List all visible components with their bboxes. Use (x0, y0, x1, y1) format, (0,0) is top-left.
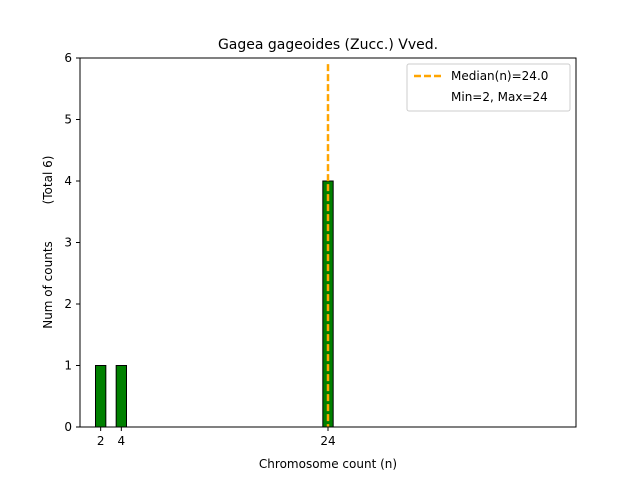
bar-2 (95, 365, 107, 428)
bar-4 (115, 365, 127, 428)
legend-box (406, 63, 571, 112)
y-tick-label-4: 4 (64, 174, 72, 188)
legend-median-label: Median(n)=24.0 (451, 69, 548, 83)
bars-group (90, 180, 339, 428)
y-tick-label-1: 1 (64, 359, 72, 373)
x-tick-label-4: 4 (118, 434, 126, 448)
legend-minmax-label: Min=2, Max=24 (451, 90, 548, 104)
y-tick-label-6: 6 (64, 51, 72, 65)
y-axis-total-label: (Total 6) (41, 156, 55, 205)
y-tick-label-5: 5 (64, 113, 72, 127)
y-tick-label-0: 0 (64, 420, 72, 434)
chart-title: Gagea gageoides (Zucc.) Vved. (218, 37, 438, 53)
legend: Median(n)=24.0 Min=2, Max=24 (406, 63, 571, 112)
y-axis: 0 1 2 3 4 5 6 (64, 51, 80, 434)
x-tick-label-2: 2 (97, 434, 105, 448)
y-tick-label-2: 2 (64, 297, 72, 311)
y-tick-label-3: 3 (64, 236, 72, 250)
x-axis: 2 4 24 (97, 427, 336, 448)
x-axis-label: Chromosome count (n) (259, 457, 397, 471)
y-axis-label: Num of counts (41, 241, 55, 329)
x-tick-label-24: 24 (320, 434, 335, 448)
